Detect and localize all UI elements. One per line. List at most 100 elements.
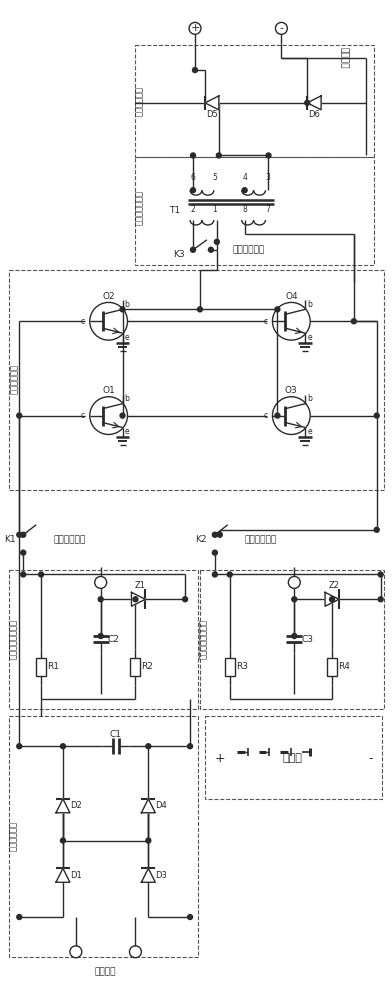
Circle shape [378, 597, 383, 602]
Text: 3: 3 [265, 173, 270, 182]
Circle shape [209, 247, 213, 252]
Circle shape [133, 597, 138, 602]
Circle shape [98, 634, 103, 639]
Circle shape [17, 532, 22, 537]
Text: c: c [81, 317, 85, 326]
Circle shape [191, 247, 196, 252]
Text: b: b [307, 394, 312, 403]
Circle shape [266, 153, 271, 158]
Text: 1: 1 [212, 205, 217, 214]
Bar [327, 658, 337, 676]
Text: O1: O1 [102, 386, 115, 395]
Text: 2: 2 [191, 205, 195, 214]
Circle shape [217, 532, 222, 537]
Circle shape [351, 319, 356, 324]
Circle shape [305, 100, 310, 105]
Polygon shape [56, 868, 70, 882]
Circle shape [374, 527, 379, 532]
Text: D5: D5 [206, 110, 218, 119]
Circle shape [17, 413, 22, 418]
Bar [9, 270, 384, 490]
Text: K1: K1 [4, 535, 15, 544]
Circle shape [120, 413, 125, 418]
Text: -: - [368, 752, 373, 765]
Polygon shape [307, 96, 321, 110]
Text: 5: 5 [212, 173, 217, 182]
Text: 7: 7 [265, 205, 270, 214]
Circle shape [275, 307, 280, 312]
Circle shape [374, 413, 379, 418]
Text: c: c [81, 411, 85, 420]
Text: c: c [263, 411, 267, 420]
Text: 第二电压采样电路: 第二电压采样电路 [200, 619, 209, 659]
Text: R3: R3 [236, 662, 248, 671]
Text: b: b [125, 300, 129, 309]
Circle shape [60, 838, 65, 843]
Circle shape [39, 572, 44, 577]
Text: 第一可控开关: 第一可控开关 [53, 535, 85, 544]
Circle shape [330, 597, 334, 602]
Text: 电池组: 电池组 [282, 753, 302, 763]
Text: 第一电压采样电路: 第一电压采样电路 [9, 619, 18, 659]
Circle shape [191, 153, 196, 158]
Bar [131, 658, 140, 676]
Text: e: e [307, 427, 312, 436]
Circle shape [146, 744, 151, 749]
Circle shape [227, 572, 232, 577]
Circle shape [191, 188, 196, 193]
Text: D2: D2 [70, 801, 82, 810]
Text: 交流输入: 交流输入 [95, 967, 116, 976]
Text: e: e [125, 333, 129, 342]
Text: +: + [214, 752, 225, 765]
Text: 整流滤波电路: 整流滤波电路 [9, 821, 18, 851]
Circle shape [60, 744, 65, 749]
Text: 6: 6 [191, 173, 196, 182]
Text: -: - [279, 23, 283, 33]
Text: 电子开关电路: 电子开关电路 [10, 364, 19, 394]
Circle shape [192, 68, 198, 73]
Text: C3: C3 [301, 635, 313, 644]
Text: c: c [263, 317, 267, 326]
Text: D4: D4 [155, 801, 167, 810]
Bar [225, 658, 235, 676]
Circle shape [242, 188, 247, 193]
Bar [9, 716, 198, 957]
Circle shape [17, 744, 22, 749]
Circle shape [21, 532, 26, 537]
Circle shape [212, 572, 217, 577]
Polygon shape [131, 592, 145, 606]
Text: K3: K3 [173, 250, 185, 259]
Text: O2: O2 [102, 292, 115, 301]
Text: Z2: Z2 [328, 581, 339, 590]
Text: +: + [191, 23, 200, 33]
Circle shape [292, 634, 297, 639]
Text: Z1: Z1 [135, 581, 146, 590]
Text: b: b [125, 394, 129, 403]
Text: b: b [307, 300, 312, 309]
Circle shape [216, 153, 221, 158]
Circle shape [21, 550, 26, 555]
Polygon shape [56, 799, 70, 813]
Circle shape [146, 838, 151, 843]
Bar [135, 157, 374, 265]
Bar [36, 658, 46, 676]
Text: 焊接电源: 焊接电源 [339, 47, 348, 69]
Text: R2: R2 [142, 662, 153, 671]
Text: O3: O3 [285, 386, 298, 395]
Text: 第二可控开关: 第二可控开关 [245, 535, 277, 544]
Circle shape [187, 915, 192, 920]
Text: K2: K2 [196, 535, 207, 544]
Text: 输出整流电路: 输出整流电路 [135, 86, 144, 116]
Text: 8: 8 [242, 205, 247, 214]
Text: 变唸器切換电路: 变唸器切換电路 [135, 190, 144, 225]
Text: e: e [125, 427, 129, 436]
Text: R1: R1 [47, 662, 59, 671]
Circle shape [120, 307, 125, 312]
Circle shape [17, 915, 22, 920]
Circle shape [98, 597, 103, 602]
Bar [9, 570, 198, 709]
Text: O4: O4 [285, 292, 298, 301]
Text: 第三可控开关: 第三可控开关 [233, 245, 265, 254]
Circle shape [292, 597, 297, 602]
Text: D6: D6 [308, 110, 320, 119]
